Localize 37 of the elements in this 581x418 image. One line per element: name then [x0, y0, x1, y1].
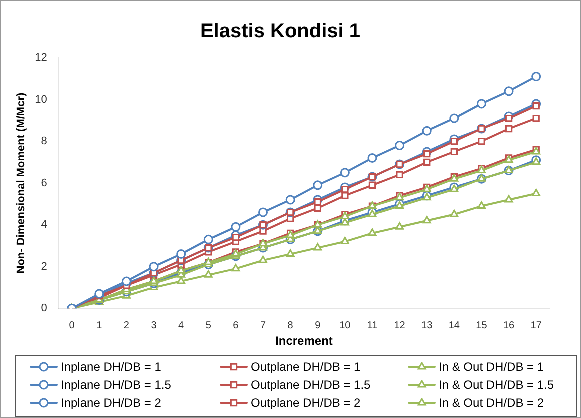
legend-label: Inplane DH/DB = 1 — [61, 360, 162, 374]
chart-title: Elastis Kondisi 1 — [200, 20, 361, 43]
y-tick-label: 10 — [35, 94, 48, 106]
y-tick-label: 12 — [35, 52, 48, 64]
y-tick-label: 6 — [41, 177, 48, 190]
y-tick-label: 0 — [41, 302, 48, 315]
x-tick-label: 9 — [315, 320, 322, 332]
legend-label: Outplane DH/DB = 1 — [251, 360, 361, 374]
x-tick-label: 12 — [394, 320, 406, 332]
legend-label: In & Out DH/DB = 1 — [439, 360, 544, 374]
x-tick-label: 2 — [124, 320, 130, 332]
y-tick-label: 8 — [41, 136, 48, 148]
x-tick-label: 8 — [288, 320, 294, 332]
y-tick-label: 4 — [41, 219, 48, 232]
x-tick-label: 10 — [340, 320, 352, 332]
legend-label: Inplane DH/DB = 2 — [61, 396, 162, 410]
x-tick-label: 4 — [178, 320, 185, 332]
legend-label: In & Out DH/DB = 2 — [439, 396, 544, 410]
x-tick-label: 3 — [151, 320, 158, 332]
x-tick-label: 11 — [367, 320, 378, 332]
x-tick-label: 15 — [476, 320, 488, 332]
x-tick-label: 1 — [96, 320, 103, 332]
legend-label: Outplane DH/DB = 2 — [251, 396, 361, 410]
x-tick-label: 16 — [503, 320, 516, 332]
legend-label: In & Out DH/DB = 1.5 — [439, 378, 554, 392]
y-tick-label: 2 — [41, 260, 48, 273]
x-tick-label: 13 — [422, 320, 434, 332]
x-tick-label: 17 — [530, 320, 542, 332]
x-tick-label: 0 — [69, 320, 76, 332]
y-axis-title: Non- Dimensional Moment (M/Mcr) — [16, 92, 28, 274]
legend-label: Inplane DH/DB = 1.5 — [61, 378, 172, 392]
x-tick-label: 7 — [260, 320, 266, 332]
legend-label: Outplane DH/DB = 1.5 — [251, 378, 371, 392]
x-tick-label: 5 — [206, 320, 212, 332]
x-tick-label: 6 — [233, 320, 240, 332]
x-tick-label: 14 — [448, 320, 460, 332]
x-axis-title: Increment — [276, 334, 333, 348]
